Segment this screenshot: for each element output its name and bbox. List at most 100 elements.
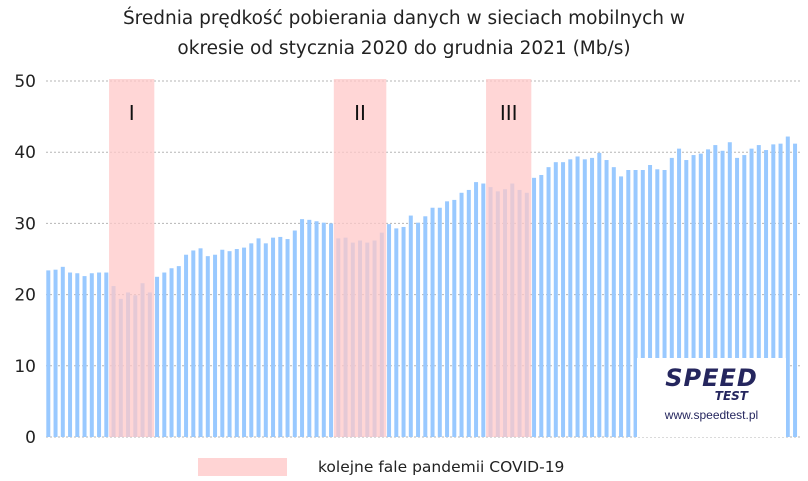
bar xyxy=(756,145,761,437)
y-tick-label: 50 xyxy=(14,72,36,92)
speedtest-logo: SPEED TEST www.speedtest.pl xyxy=(637,358,786,437)
band-label: II xyxy=(354,101,366,125)
bar xyxy=(292,230,297,437)
bar xyxy=(727,142,732,437)
bar xyxy=(713,145,718,437)
bar xyxy=(97,272,102,437)
bar xyxy=(532,177,537,437)
bar xyxy=(162,272,167,437)
bar xyxy=(285,239,290,437)
bar xyxy=(546,167,551,438)
bar xyxy=(633,170,638,437)
bar xyxy=(75,273,80,437)
y-tick-label: 10 xyxy=(14,357,36,377)
bar xyxy=(60,266,65,437)
y-tick-label: 0 xyxy=(25,428,36,448)
bar xyxy=(68,272,73,437)
band-label: III xyxy=(500,101,518,125)
bar xyxy=(648,165,653,438)
bar xyxy=(539,174,544,437)
bar xyxy=(604,160,609,438)
chart-title-line-1: Średnia prędkość pobierania danych w sie… xyxy=(122,8,686,29)
bar xyxy=(82,276,87,437)
y-tick-label: 40 xyxy=(14,143,36,163)
bar xyxy=(271,237,276,437)
bar xyxy=(89,273,94,437)
bar xyxy=(568,159,573,437)
bar xyxy=(220,249,225,437)
band-label: I xyxy=(129,101,135,125)
pandemic-wave-band xyxy=(333,79,387,437)
bar xyxy=(561,162,566,437)
bar xyxy=(263,243,268,437)
bar xyxy=(720,150,725,437)
bar xyxy=(104,272,109,437)
bar xyxy=(401,226,406,437)
bar xyxy=(691,155,696,437)
bar xyxy=(53,269,58,437)
bar xyxy=(706,149,711,438)
bar xyxy=(771,144,776,438)
bar xyxy=(256,238,261,437)
bar xyxy=(597,152,602,438)
bar xyxy=(423,216,428,437)
bar xyxy=(184,254,189,437)
bar xyxy=(452,199,457,437)
bar xyxy=(611,167,616,438)
legend-label: kolejne fale pandemii COVID-19 xyxy=(318,458,565,476)
bar xyxy=(662,170,667,437)
bar xyxy=(640,170,645,437)
bar xyxy=(307,219,312,437)
chart-title: Średnia prędkość pobierania danych w sie… xyxy=(0,4,808,64)
logo-brand: SPEED xyxy=(665,364,758,392)
bar xyxy=(387,224,392,437)
bar xyxy=(626,170,631,437)
bar xyxy=(437,207,442,437)
bar xyxy=(582,159,587,437)
bar xyxy=(408,215,413,437)
legend-swatch xyxy=(198,458,287,476)
bar xyxy=(329,223,334,437)
bar xyxy=(677,148,682,437)
bar xyxy=(684,160,689,438)
bar xyxy=(575,156,580,438)
bar xyxy=(655,169,660,437)
bar xyxy=(619,176,624,437)
chart-title-line-2: okresie od stycznia 2020 do grudnia 2021… xyxy=(177,38,631,59)
bar xyxy=(242,247,247,437)
bar xyxy=(176,266,181,437)
y-tick-label: 20 xyxy=(14,286,36,306)
bar xyxy=(669,157,674,437)
legend: kolejne fale pandemii COVID-19 xyxy=(198,458,564,476)
bar xyxy=(191,250,196,437)
bar xyxy=(155,276,160,437)
bar xyxy=(46,270,51,437)
bar xyxy=(590,157,595,437)
bar xyxy=(205,256,210,437)
bar xyxy=(416,222,421,437)
pandemic-wave-band xyxy=(109,79,155,437)
logo-url: www.speedtest.pl xyxy=(664,408,759,422)
bar xyxy=(300,219,305,437)
bar xyxy=(742,155,747,437)
bar xyxy=(430,207,435,437)
bar xyxy=(481,183,486,437)
y-tick-label: 30 xyxy=(14,214,36,234)
pandemic-wave-band xyxy=(486,79,532,437)
bar xyxy=(213,254,218,437)
bar xyxy=(314,221,319,437)
bar xyxy=(278,236,283,437)
bar xyxy=(249,243,254,437)
bar xyxy=(735,157,740,437)
bar xyxy=(169,268,174,437)
bar xyxy=(227,251,232,437)
bar xyxy=(793,143,798,437)
bar xyxy=(394,228,399,437)
bar xyxy=(553,162,558,437)
bar xyxy=(459,192,464,437)
bar xyxy=(785,136,790,437)
bar xyxy=(321,222,326,437)
bar xyxy=(474,182,479,437)
logo-sub: TEST xyxy=(714,389,748,403)
